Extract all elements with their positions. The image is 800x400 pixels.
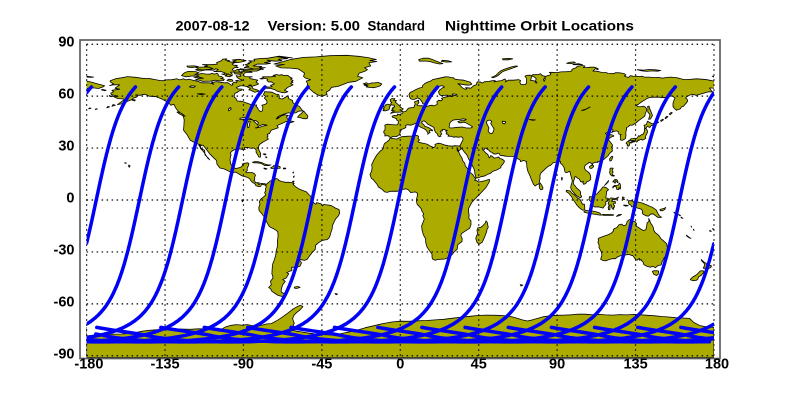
svg-text:135: 135 <box>623 356 647 372</box>
svg-text:2007-08-12: 2007-08-12 <box>176 19 250 35</box>
svg-text:0: 0 <box>66 191 74 207</box>
svg-text:0: 0 <box>396 356 404 372</box>
svg-text:180: 180 <box>705 356 729 372</box>
svg-text:-90: -90 <box>54 346 75 362</box>
svg-text:Version: 5.00: Version: 5.00 <box>268 19 361 35</box>
svg-text:-60: -60 <box>54 294 75 310</box>
svg-text:90: 90 <box>58 35 74 51</box>
svg-text:45: 45 <box>471 356 487 372</box>
svg-text:60: 60 <box>58 87 74 103</box>
svg-text:30: 30 <box>58 139 74 155</box>
svg-text:Standard: Standard <box>368 19 426 35</box>
svg-text:-135: -135 <box>150 356 179 372</box>
svg-text:-180: -180 <box>74 356 103 372</box>
svg-text:-30: -30 <box>54 242 75 258</box>
svg-text:Nighttime Orbit Locations: Nighttime Orbit Locations <box>445 19 634 35</box>
svg-text:-90: -90 <box>233 356 254 372</box>
svg-text:-45: -45 <box>311 356 332 372</box>
svg-text:90: 90 <box>549 356 565 372</box>
